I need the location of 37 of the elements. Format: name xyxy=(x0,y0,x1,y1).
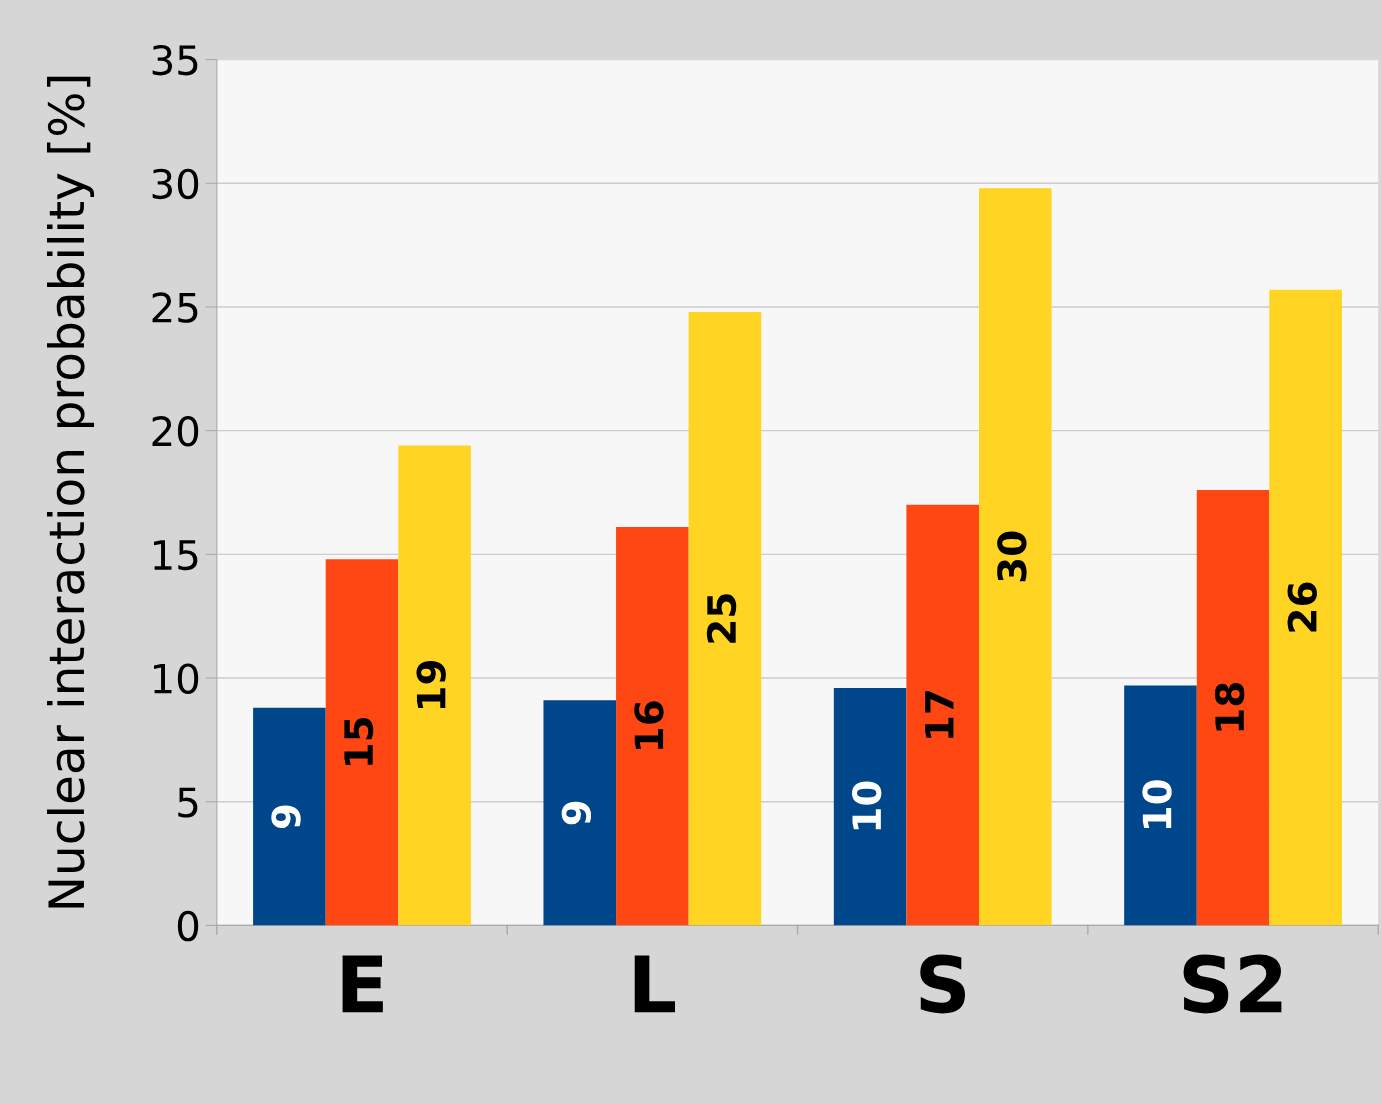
data-label: 19 xyxy=(416,660,446,709)
y-tick-label: 20 xyxy=(152,416,199,447)
data-label: 15 xyxy=(344,718,374,766)
data-label: 18 xyxy=(1214,683,1245,731)
bar xyxy=(616,527,689,926)
data-label: 30 xyxy=(997,531,1027,582)
x-tick-label: L xyxy=(634,955,675,1013)
y-tick-label: 15 xyxy=(154,540,198,571)
bar xyxy=(1124,685,1197,926)
data-label: 9 xyxy=(561,801,592,825)
y-tick-label: 5 xyxy=(178,787,198,818)
data-label: 17 xyxy=(925,691,954,738)
bar xyxy=(979,188,1052,926)
x-tick-label: S xyxy=(920,954,966,1014)
data-label: 16 xyxy=(634,701,664,749)
x-tick-label: E xyxy=(342,955,383,1013)
bar xyxy=(688,311,762,926)
bar xyxy=(906,504,979,926)
y-tick-label: 10 xyxy=(154,663,199,694)
bar xyxy=(833,687,907,926)
bar xyxy=(398,445,471,926)
bar xyxy=(1269,289,1342,926)
data-label: 25 xyxy=(706,594,737,643)
data-label: 10 xyxy=(851,781,882,830)
y-tick-label: 30 xyxy=(152,168,199,200)
bar xyxy=(325,559,399,926)
y-tick-label: 0 xyxy=(177,910,199,942)
data-label: 10 xyxy=(1142,780,1172,829)
data-label: 26 xyxy=(1287,582,1317,632)
y-tick-label: 25 xyxy=(152,292,198,323)
bar xyxy=(543,700,617,926)
y-tick-label: 35 xyxy=(152,44,198,76)
bar xyxy=(1196,490,1270,926)
y-axis-title: Nuclear interaction probability [%] xyxy=(46,76,95,908)
x-tick-label: S2 xyxy=(1183,954,1282,1014)
data-label: 9 xyxy=(271,805,301,829)
bar xyxy=(253,707,326,926)
